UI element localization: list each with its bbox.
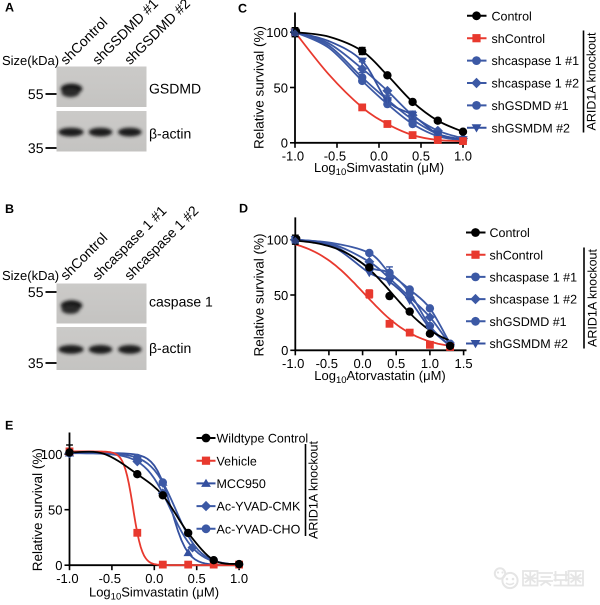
svg-text:shcaspase 1 #2: shcaspase 1 #2	[490, 293, 578, 307]
svg-text:0: 0	[55, 558, 62, 573]
svg-text:0: 0	[281, 136, 288, 151]
svg-text:C: C	[238, 2, 247, 16]
svg-text:shcaspase 1 #1: shcaspase 1 #1	[490, 271, 578, 285]
svg-text:0.0: 0.0	[370, 148, 388, 163]
svg-text:-1.0: -1.0	[56, 571, 78, 586]
svg-text:100: 100	[41, 447, 63, 462]
svg-text:55: 55	[28, 284, 44, 300]
svg-text:50: 50	[274, 80, 288, 95]
svg-text:Log10Atorvastatin (μM): Log10Atorvastatin (μM)	[314, 368, 446, 386]
svg-text:-1.0: -1.0	[282, 148, 304, 163]
svg-text:shcaspase 1 #1: shcaspase 1 #1	[492, 54, 580, 68]
svg-text:MCC950: MCC950	[217, 477, 266, 491]
svg-text:55: 55	[28, 86, 44, 102]
svg-text:Vehicle: Vehicle	[217, 454, 257, 468]
svg-text:A: A	[5, 1, 14, 15]
svg-text:Control: Control	[492, 9, 532, 23]
svg-text:GSDMD: GSDMD	[149, 81, 201, 97]
svg-text:Size(kDa): Size(kDa)	[2, 268, 59, 283]
svg-text:caspase 1: caspase 1	[149, 294, 213, 310]
svg-text:-0.5: -0.5	[316, 356, 338, 371]
svg-text:Relative survival (%): Relative survival (%)	[30, 448, 45, 571]
svg-text:shGSDMD #1: shGSDMD #1	[492, 99, 569, 113]
svg-text:1.0: 1.0	[454, 148, 472, 163]
svg-text:35: 35	[28, 355, 44, 371]
svg-text:β-actin: β-actin	[149, 126, 191, 142]
svg-text:shGSMDM #2: shGSMDM #2	[492, 121, 571, 135]
svg-text:50: 50	[48, 503, 62, 518]
svg-text:Log10Simvastatin (μM): Log10Simvastatin (μM)	[314, 160, 444, 178]
svg-text:-0.5: -0.5	[324, 148, 346, 163]
svg-text:Control: Control	[490, 226, 530, 240]
svg-text:ARID1A knockout: ARID1A knockout	[307, 440, 321, 538]
svg-text:shGSMDM #2: shGSMDM #2	[490, 337, 569, 351]
svg-text:Size(kDa): Size(kDa)	[2, 53, 59, 68]
svg-text:1.5: 1.5	[455, 356, 473, 371]
svg-text:1.0: 1.0	[230, 571, 248, 586]
svg-text:shGSDMD #1: shGSDMD #1	[490, 315, 567, 329]
svg-text:-0.5: -0.5	[99, 571, 121, 586]
svg-text:Relative survival (%): Relative survival (%)	[252, 233, 267, 356]
svg-text:shControl: shControl	[492, 32, 546, 46]
svg-text:ARID1A knockout: ARID1A knockout	[585, 32, 599, 130]
svg-text:D: D	[239, 202, 248, 216]
svg-text:shControl: shControl	[490, 248, 544, 262]
svg-text:50: 50	[274, 288, 288, 303]
svg-text:-1.0: -1.0	[282, 356, 304, 371]
svg-text:Ac-YVAD-CMK: Ac-YVAD-CMK	[217, 500, 301, 514]
svg-text:Ac-YVAD-CHO: Ac-YVAD-CHO	[217, 522, 301, 536]
svg-text:0.0: 0.0	[354, 356, 372, 371]
svg-text:0.5: 0.5	[387, 356, 405, 371]
svg-text:Relative survival (%): Relative survival (%)	[252, 26, 267, 149]
svg-text:100: 100	[266, 25, 288, 40]
svg-text:0.0: 0.0	[145, 571, 163, 586]
svg-text:Log10Simvastatin (μM): Log10Simvastatin (μM)	[89, 585, 219, 603]
svg-text:Wildtype Control: Wildtype Control	[217, 432, 309, 446]
svg-text:E: E	[5, 419, 13, 433]
svg-text:0.5: 0.5	[188, 571, 206, 586]
svg-text:0: 0	[281, 343, 288, 358]
svg-text:ARID1A knockout: ARID1A knockout	[586, 248, 600, 346]
svg-text:0.5: 0.5	[412, 148, 430, 163]
svg-text:shcaspase 1 #2: shcaspase 1 #2	[492, 77, 580, 91]
svg-text:35: 35	[28, 140, 44, 156]
svg-text:100: 100	[267, 233, 289, 248]
svg-text:B: B	[5, 202, 14, 216]
svg-text:1.0: 1.0	[421, 356, 439, 371]
svg-text:β-actin: β-actin	[149, 340, 191, 356]
